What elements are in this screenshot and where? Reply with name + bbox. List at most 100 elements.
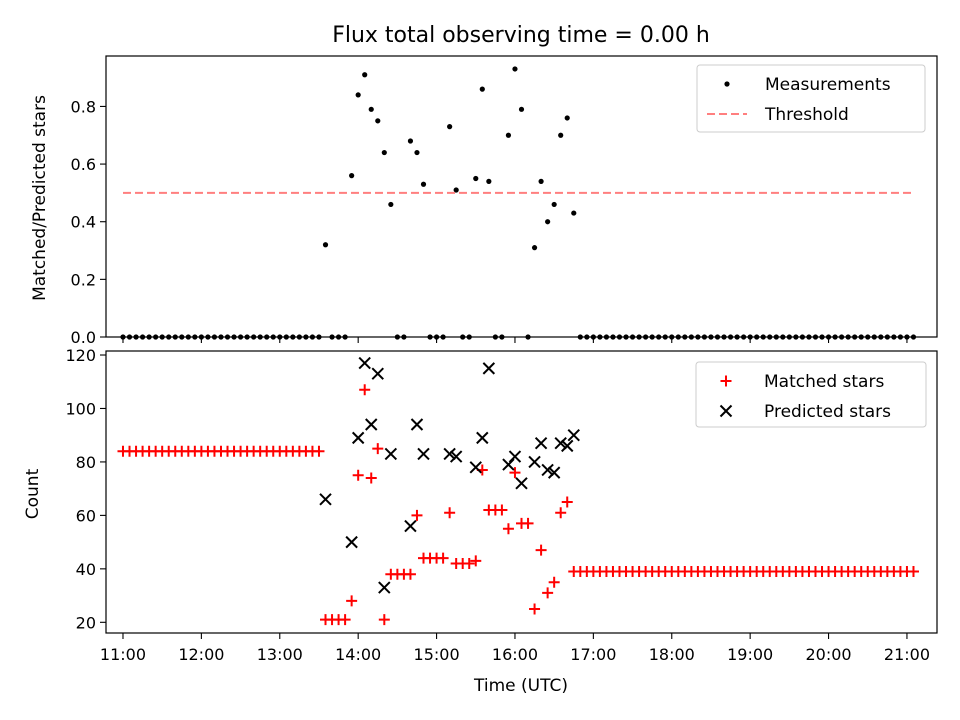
data-point	[561, 496, 573, 508]
data-point	[359, 384, 371, 396]
data-point	[453, 187, 459, 193]
data-point	[567, 428, 580, 442]
data-point	[505, 132, 512, 138]
data-point	[564, 115, 570, 121]
data-point	[384, 447, 398, 461]
data-point	[515, 477, 528, 490]
legend: Matched stars Predicted stars	[695, 361, 927, 428]
y-tick-label: 0.8	[71, 97, 96, 116]
data-point	[375, 118, 381, 124]
data-point	[512, 66, 518, 72]
data-point	[414, 149, 420, 156]
legend: Measurements Threshold	[696, 64, 926, 133]
y-tick-label: 80	[76, 453, 96, 472]
x-tick-label: 20:00	[805, 645, 851, 664]
data-point	[443, 447, 456, 461]
data-point	[313, 445, 325, 457]
data-point	[371, 367, 384, 380]
y-tick-label: 0.2	[71, 270, 96, 289]
data-point	[365, 472, 377, 484]
x-tick-label: 17:00	[570, 645, 616, 664]
data-point	[463, 558, 475, 570]
data-point	[378, 614, 390, 626]
data-point	[420, 181, 427, 187]
axes-frame	[105, 350, 938, 634]
data-point	[545, 219, 551, 225]
data-point	[410, 418, 424, 431]
data-point	[508, 450, 522, 463]
data-point	[352, 469, 364, 481]
data-point	[372, 443, 384, 455]
data-point	[444, 507, 456, 519]
data-point	[542, 587, 554, 599]
data-point	[351, 431, 365, 445]
y-tick-label: 100	[65, 399, 96, 418]
legend-marker	[724, 81, 730, 87]
legend-label: Measurements	[765, 75, 891, 95]
legend-marker	[720, 375, 732, 387]
data-point	[319, 493, 332, 506]
y-tick-label: 0.6	[71, 155, 96, 174]
data-point	[355, 92, 361, 98]
data-point	[417, 447, 430, 461]
data-point	[538, 178, 544, 184]
legend-label: Threshold	[764, 105, 849, 125]
chart-title: Flux total observing time = 0.00 h	[332, 23, 710, 48]
x-tick-label: 21:00	[884, 645, 930, 664]
series-matched-stars	[117, 384, 919, 626]
data-point	[529, 603, 541, 615]
legend-label: Matched stars	[764, 372, 884, 392]
data-point	[486, 178, 492, 184]
axes-frame	[105, 55, 938, 338]
data-point	[571, 210, 577, 216]
legend-marker	[719, 404, 733, 418]
data-point	[528, 455, 541, 469]
data-point	[437, 552, 449, 564]
top-y-axis-label: Matched/Predicted stars	[30, 95, 50, 301]
data-point	[541, 463, 554, 477]
data-point	[482, 362, 496, 375]
data-point	[554, 437, 567, 450]
y-tick-label: 40	[76, 560, 96, 579]
data-point	[378, 581, 391, 594]
data-point	[447, 124, 453, 130]
series-predicted-stars	[319, 356, 580, 594]
data-point	[558, 132, 564, 138]
data-point	[388, 201, 394, 208]
data-point	[479, 86, 485, 92]
data-point	[381, 149, 387, 156]
legend-box	[696, 64, 926, 133]
y-tick-label: 60	[76, 506, 96, 525]
data-point	[368, 106, 374, 112]
data-point	[339, 614, 351, 626]
data-point	[522, 517, 534, 529]
data-point	[476, 431, 489, 445]
x-tick-label: 14:00	[335, 645, 381, 664]
data-point	[407, 138, 414, 144]
data-point	[470, 555, 482, 567]
bottom-panel: 20 40 60 80 100 120 11:00 12:00 13:00 14:00 15:00 1…	[65, 346, 938, 664]
data-point	[547, 466, 561, 479]
data-point	[548, 576, 560, 588]
data-point	[411, 509, 423, 521]
data-point	[496, 504, 508, 516]
data-point	[531, 245, 538, 251]
x-tick-label: 16:00	[492, 645, 538, 664]
x-tick-label: 13:00	[257, 645, 303, 664]
data-point	[534, 437, 548, 450]
data-point	[561, 439, 574, 453]
x-tick-label: 12:00	[178, 645, 224, 664]
y-tick-label: 0.4	[71, 213, 96, 232]
x-tick-label: 19:00	[727, 645, 773, 664]
data-point	[551, 201, 557, 208]
x-tick-label: 18:00	[649, 645, 695, 664]
data-point	[404, 568, 416, 580]
data-point	[346, 595, 358, 607]
data-point	[518, 106, 525, 112]
top-panel: 0.0 0.2 0.4 0.6 0.8 Measurements Threshold	[71, 55, 938, 347]
data-point	[449, 450, 463, 463]
data-point	[345, 535, 358, 549]
data-point	[502, 458, 515, 471]
data-point	[362, 72, 368, 78]
